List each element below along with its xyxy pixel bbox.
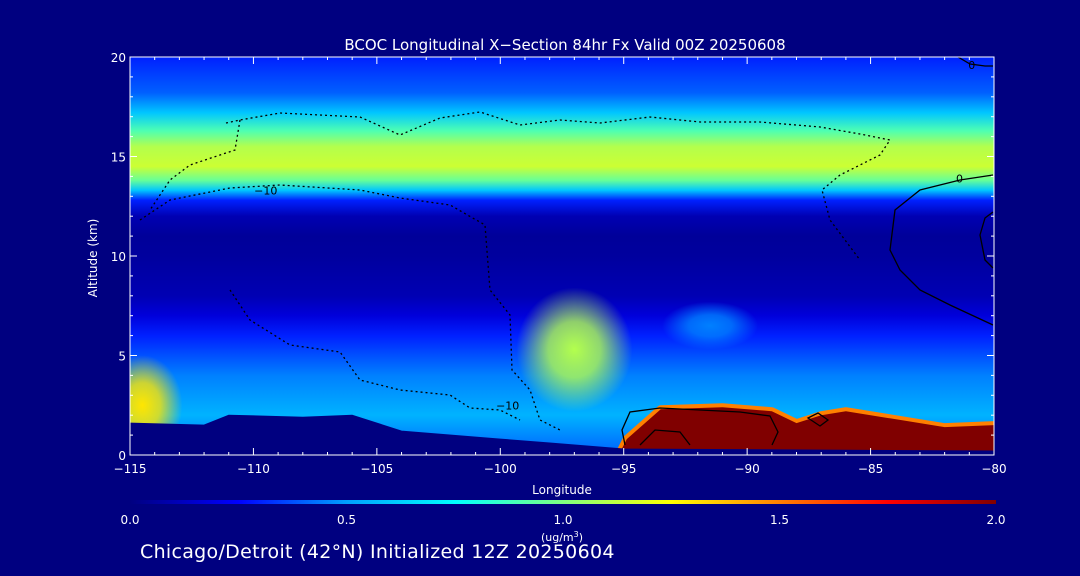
colorbar-tick-label: 1.0	[553, 513, 572, 527]
contour-label: 0	[956, 172, 963, 185]
feature-blob	[662, 301, 759, 350]
colorbar-unit-sup: 3	[574, 530, 579, 539]
y-axis-label: Altitude (km)	[86, 219, 100, 298]
contour-zero-right	[889, 174, 994, 326]
colorbar	[130, 500, 996, 504]
contour-zero-top	[957, 57, 993, 67]
x-axis: −115 −110 −105 −100 −95 −90 −85 −80	[114, 57, 1007, 476]
x-tick-label: −80	[981, 462, 1006, 476]
y-tick-label: 0	[118, 449, 126, 463]
x-tick-label: −90	[734, 462, 759, 476]
x-tick-label: −95	[611, 462, 636, 476]
x-tick-label: −110	[237, 462, 270, 476]
colorbar-tick-label: 1.5	[770, 513, 789, 527]
y-tick-label: 20	[111, 51, 126, 65]
surface-maximum	[618, 407, 994, 455]
contour-minus10-upper-left	[149, 119, 241, 211]
colorbar-unit-suffix: )	[579, 531, 583, 544]
contour-labels: −10 −10 0 0	[254, 59, 975, 412]
colorbar-tick-label: 0.0	[120, 513, 139, 527]
feature-blob	[516, 287, 633, 412]
x-tick-label: −100	[484, 462, 517, 476]
contour-minus10-mid	[139, 184, 561, 431]
y-tick-label: 5	[118, 350, 126, 364]
colorbar-tick-label: 0.5	[337, 513, 356, 527]
colorbar-unit-prefix: (ug/m	[541, 531, 574, 544]
y-tick-label: 10	[111, 250, 126, 264]
contour-zero-ring	[806, 412, 830, 427]
contour-zero-surface	[621, 407, 779, 446]
y-axis: 0 5 10 15 20	[111, 51, 994, 463]
x-tick-label: −115	[114, 462, 147, 476]
contour-minus10-upper	[225, 111, 892, 261]
contour-label: −10	[496, 399, 519, 412]
x-tick-label: −105	[360, 462, 393, 476]
contours	[139, 57, 994, 446]
footer-caption: Chicago/Detroit (42°N) Initialized 12Z 2…	[140, 541, 615, 563]
x-tick-label: −85	[858, 462, 883, 476]
contour-zero-small	[639, 429, 691, 446]
contour-label: −10	[254, 184, 277, 197]
chart-title: BCOC Longitudinal X−Section 84hr Fx Vali…	[344, 36, 785, 54]
terrain	[130, 414, 994, 455]
x-axis-label: Longitude	[532, 483, 592, 497]
contour-zero-inner	[979, 211, 994, 269]
contour-label: 0	[968, 59, 975, 72]
colorbar-unit: (ug/m3)	[541, 530, 583, 545]
y-tick-label: 15	[111, 151, 126, 165]
colorbar-tick-label: 2.0	[986, 513, 1005, 527]
colorbar-ticks: 0.0 0.5 1.0 1.5 2.0	[120, 513, 1005, 527]
plot-area: −10 −10 0 0	[130, 57, 994, 455]
